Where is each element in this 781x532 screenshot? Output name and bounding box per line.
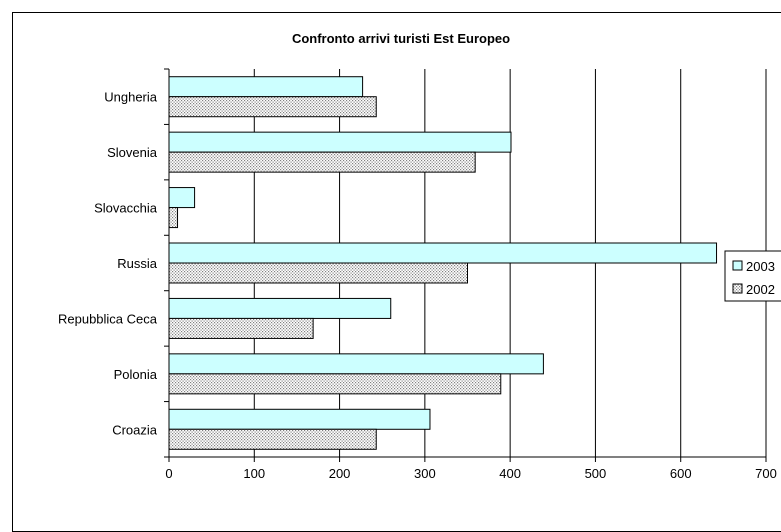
x-tick-label: 300 xyxy=(414,466,436,481)
bar-2002 xyxy=(168,428,377,450)
chart-title: Confronto arrivi turisti Est Europeo xyxy=(292,31,510,46)
bar-2003 xyxy=(168,242,718,264)
category-label: Russia xyxy=(117,256,158,271)
bar-2003 xyxy=(168,76,364,98)
bar-2002 xyxy=(168,317,314,339)
bar-2002 xyxy=(168,373,502,395)
tick-labels: Ungheria Slovenia Slovacchia Russia Repubbli… xyxy=(58,90,777,481)
category-label: Ungheria xyxy=(104,90,158,105)
bar-2002 xyxy=(168,96,377,118)
legend-label-2002: 2002 xyxy=(746,282,775,297)
bars xyxy=(168,76,718,450)
bar-2002 xyxy=(168,207,179,229)
x-tick-label: 0 xyxy=(165,466,172,481)
bar-2002 xyxy=(168,262,468,284)
x-tick-label: 700 xyxy=(755,466,777,481)
bar-2003 xyxy=(168,353,544,375)
category-label: Croazia xyxy=(112,422,158,437)
bar-2003 xyxy=(168,408,431,430)
x-tick-label: 500 xyxy=(585,466,607,481)
axes xyxy=(164,68,767,462)
chart-frame: Confronto arrivi turisti Est Europeo Ung… xyxy=(12,12,781,532)
category-label: Polonia xyxy=(114,367,158,382)
x-tick-label: 200 xyxy=(329,466,351,481)
legend-swatch-2003 xyxy=(732,260,743,271)
legend: 2003 2002 xyxy=(724,250,781,302)
category-label: Slovenia xyxy=(107,145,158,160)
category-label: Slovacchia xyxy=(94,201,158,216)
x-tick-label: 400 xyxy=(499,466,521,481)
legend-swatch-2002 xyxy=(732,283,743,294)
x-tick-label: 100 xyxy=(243,466,265,481)
bar-2003 xyxy=(168,297,392,319)
legend-label-2003: 2003 xyxy=(746,259,775,274)
category-label: Repubblica Ceca xyxy=(58,311,158,326)
bar-2003 xyxy=(168,187,196,209)
bar-chart: Confronto arrivi turisti Est Europeo Ung… xyxy=(58,31,781,481)
x-tick-label: 600 xyxy=(670,466,692,481)
bar-2002 xyxy=(168,151,476,173)
bar-2003 xyxy=(168,131,512,153)
